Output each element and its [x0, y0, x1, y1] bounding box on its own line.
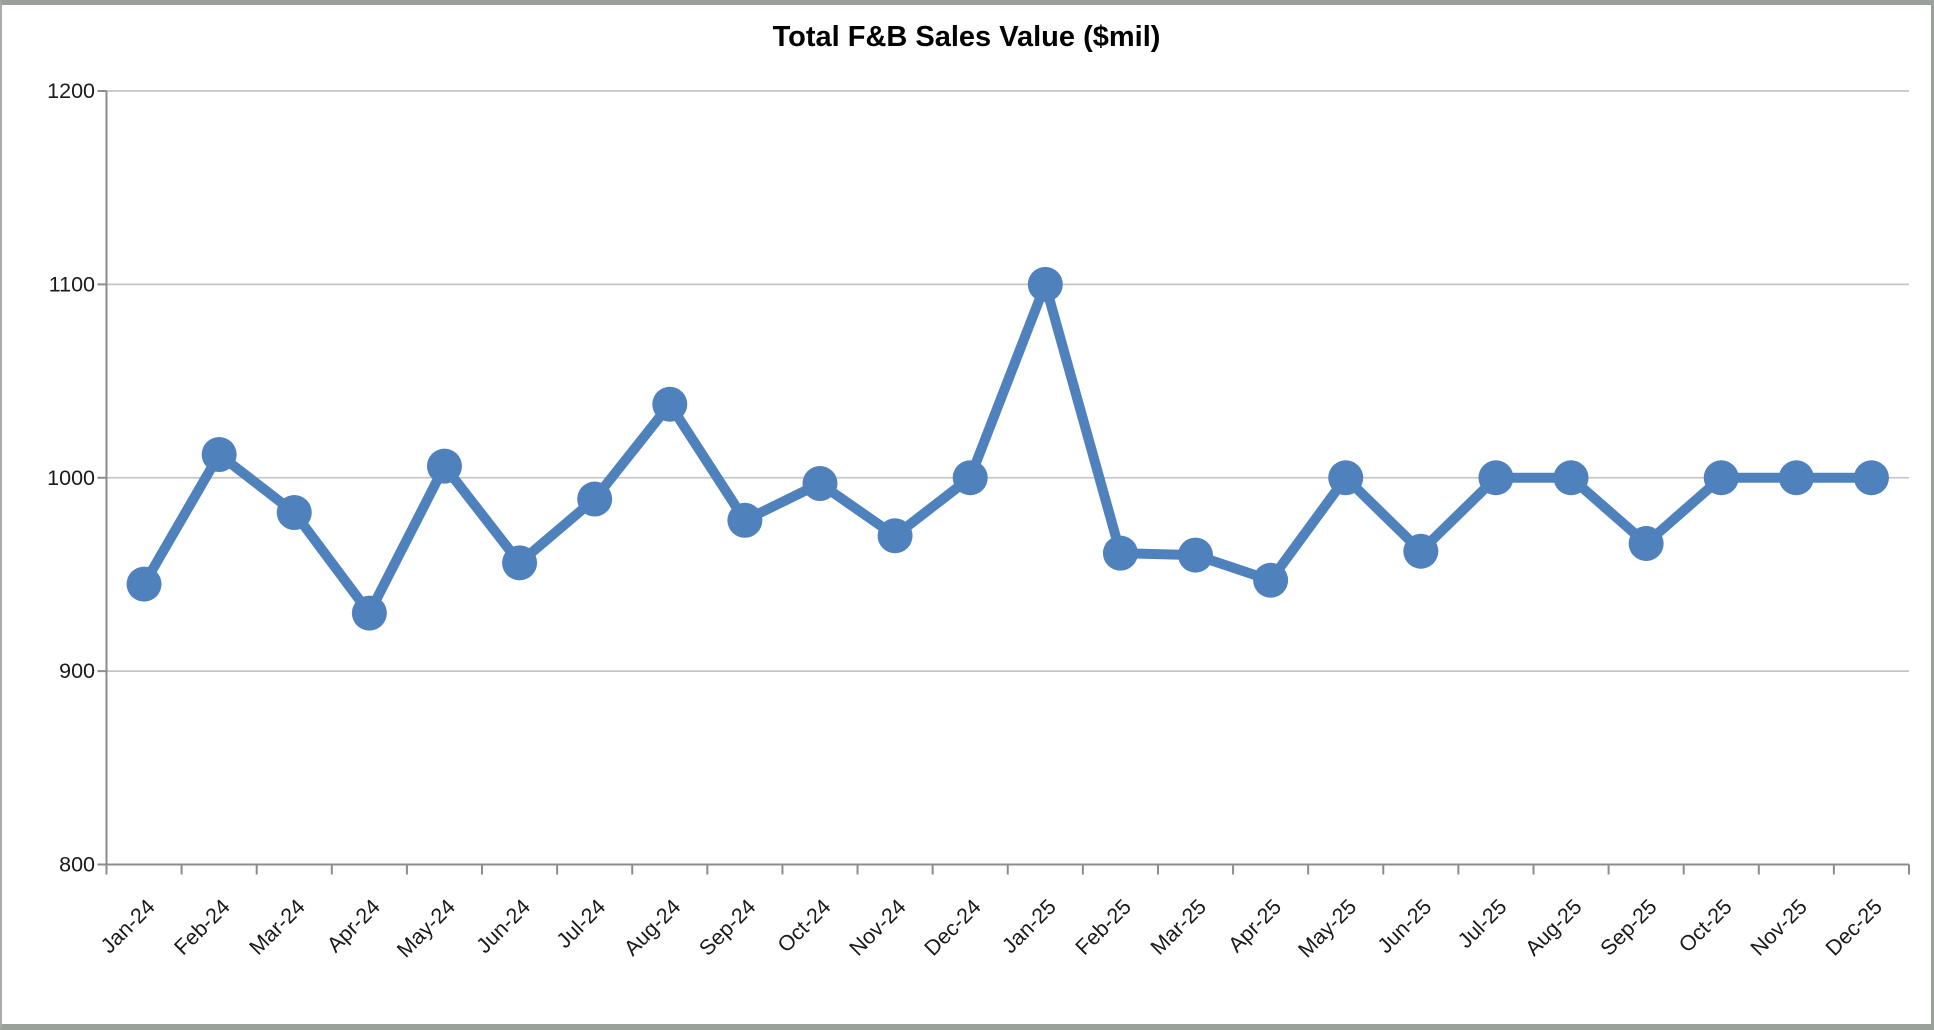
- data-point-marker: [201, 437, 237, 473]
- x-axis-label: Jun-25: [1373, 895, 1436, 958]
- x-axis-label: Nov-24: [845, 895, 911, 961]
- data-point-marker: [577, 481, 613, 517]
- data-point-marker: [351, 595, 387, 631]
- data-point-marker: [802, 466, 838, 502]
- x-axis-label: Mar-25: [1146, 895, 1211, 960]
- x-axis-label: Nov-25: [1746, 895, 1812, 961]
- x-axis-label: Aug-25: [1521, 895, 1587, 961]
- data-point-marker: [1853, 460, 1889, 496]
- data-point-marker: [877, 518, 913, 554]
- x-axis-label: Jan-24: [96, 895, 159, 958]
- x-axis-label: Oct-25: [1674, 895, 1737, 958]
- data-point-marker: [1778, 460, 1814, 496]
- data-point-marker: [1553, 460, 1589, 496]
- series-line: [139, 279, 1877, 619]
- x-axis-label: Sep-24: [694, 895, 760, 961]
- data-point-marker: [727, 502, 763, 538]
- x-axis-label: Jun-24: [472, 895, 535, 958]
- chart-title: Total F&B Sales Value ($mil): [772, 21, 1161, 53]
- x-axis-label: May-24: [392, 895, 460, 963]
- data-point-marker: [1328, 460, 1364, 496]
- data-point-marker: [426, 448, 462, 484]
- x-axis-label: May-25: [1294, 895, 1362, 963]
- data-point-marker: [126, 566, 162, 602]
- y-axis-label: 1000: [47, 466, 95, 490]
- data-point-marker: [1628, 525, 1664, 561]
- data-point-marker: [1703, 460, 1739, 496]
- data-point-marker: [652, 386, 688, 422]
- x-axis-label: Dec-24: [920, 895, 986, 961]
- data-point-marker: [1178, 537, 1214, 573]
- y-axis-label: 800: [59, 853, 95, 877]
- x-axis-label: Aug-24: [619, 895, 685, 961]
- data-point-marker: [952, 460, 988, 496]
- x-axis-label: Dec-25: [1821, 895, 1887, 961]
- y-axis-label: 1100: [49, 272, 95, 296]
- data-point-marker: [1478, 460, 1514, 496]
- x-axis-label: Mar-24: [245, 895, 310, 960]
- x-axis-label: Oct-24: [773, 895, 836, 958]
- data-point-marker: [1102, 535, 1138, 571]
- data-point-marker: [276, 495, 312, 531]
- x-axis-label: Jan-25: [997, 895, 1060, 958]
- x-axis-label: Feb-25: [1071, 895, 1136, 960]
- x-axis-label: Feb-24: [170, 895, 235, 960]
- x-axis-label: Apr-25: [1224, 895, 1287, 958]
- x-axis-label: Jul-25: [1453, 895, 1511, 953]
- data-point-marker: [1403, 533, 1439, 569]
- x-axis-label: Jul-24: [552, 895, 610, 953]
- x-axis-label: Apr-24: [322, 895, 385, 958]
- data-point-marker: [502, 545, 538, 581]
- data-point-marker: [1253, 562, 1289, 598]
- y-axis-label: 1200: [47, 79, 95, 103]
- data-point-marker: [1027, 266, 1063, 302]
- y-axis-label: 900: [59, 659, 95, 683]
- x-axis-label: Sep-25: [1596, 895, 1662, 961]
